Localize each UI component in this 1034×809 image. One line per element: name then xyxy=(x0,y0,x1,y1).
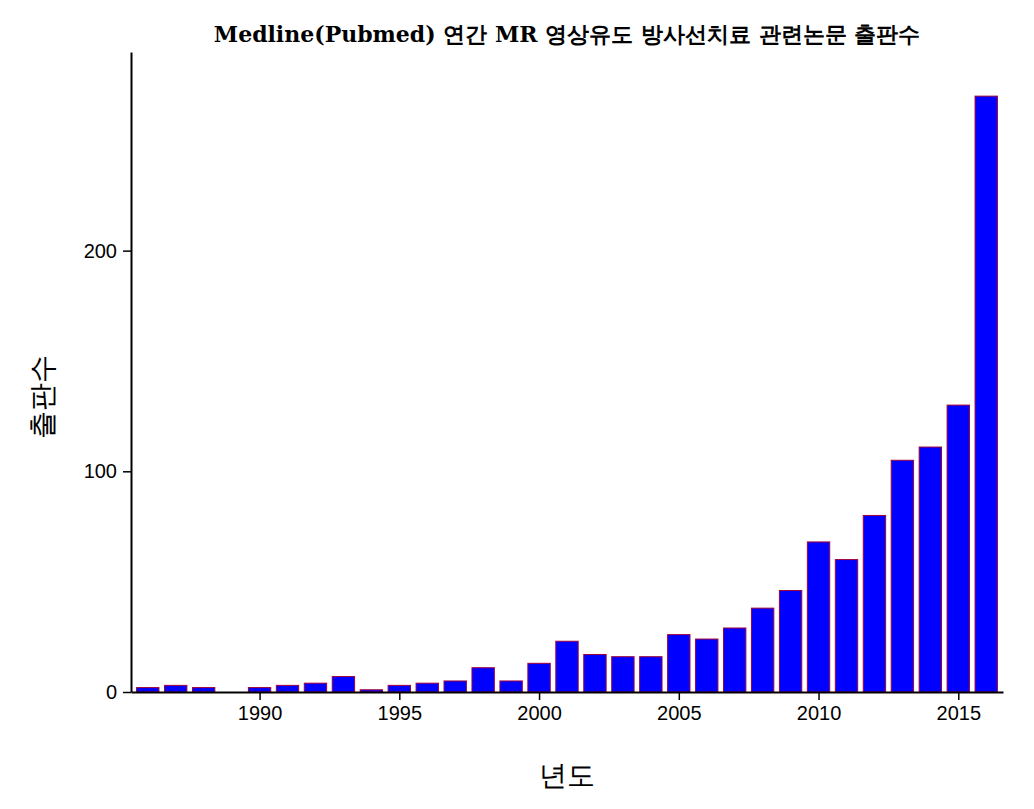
bar xyxy=(388,685,410,692)
x-tick-mark xyxy=(259,692,261,700)
bar xyxy=(724,628,746,692)
y-axis-line xyxy=(131,53,133,693)
bar xyxy=(304,683,326,692)
bar xyxy=(751,608,773,692)
bar xyxy=(863,515,885,692)
bar xyxy=(668,635,690,692)
title: Medline(Pubmed) 연간 MR 영상유도 방사선치료 관련논문 출판… xyxy=(214,21,920,47)
x-tick-mark xyxy=(818,692,820,700)
bar xyxy=(947,405,969,692)
x-tick-mark xyxy=(958,692,960,700)
bar xyxy=(332,677,354,692)
bar xyxy=(807,542,829,692)
x-axis-line xyxy=(132,692,1004,694)
y-tick-mark xyxy=(123,692,131,694)
bar xyxy=(612,657,634,692)
y-axis: 0 100 200 xyxy=(84,53,132,703)
x-tick: 1995 xyxy=(378,692,423,724)
chart: 1990 1995 2000 2005 2010 2015 0 100 200 Medline(P… xyxy=(0,0,1034,809)
x-tick: 2000 xyxy=(517,692,562,724)
bar xyxy=(919,447,941,692)
bar xyxy=(891,460,913,692)
x-tick: 1990 xyxy=(238,692,282,724)
bar xyxy=(276,685,298,692)
x-tick-label: 1995 xyxy=(378,702,423,724)
bar xyxy=(528,663,550,692)
x-tick: 2005 xyxy=(657,692,702,724)
bar xyxy=(779,590,801,692)
y-tick-label: 200 xyxy=(84,240,117,262)
x-tick: 2015 xyxy=(937,692,982,724)
y-tick: 100 xyxy=(84,460,131,482)
y-tick: 0 xyxy=(106,681,131,703)
x-tick-label: 2000 xyxy=(517,702,562,724)
bar xyxy=(556,641,578,692)
bar xyxy=(416,683,438,692)
bar xyxy=(500,681,522,692)
x-tick: 2010 xyxy=(797,692,842,724)
bar xyxy=(192,688,214,692)
bar xyxy=(248,688,270,692)
y-tick-label: 0 xyxy=(106,681,117,703)
plot: 1990 1995 2000 2005 2010 2015 0 100 200 xyxy=(84,53,1004,725)
x-tick-mark xyxy=(539,692,541,700)
x-tick-label: 2015 xyxy=(937,702,982,724)
x-tick-mark xyxy=(679,692,681,700)
x-tick-label: 1990 xyxy=(238,702,282,724)
x-tick-label: 2010 xyxy=(797,702,842,724)
x-axis-title: 년도 xyxy=(539,759,595,792)
bar xyxy=(696,639,718,692)
y-tick-label: 100 xyxy=(84,460,117,482)
x-tick-label: 2005 xyxy=(657,702,702,724)
y-tick-mark xyxy=(123,250,131,252)
y-tick: 200 xyxy=(84,240,131,262)
y-tick-mark xyxy=(123,471,131,473)
x-tick-mark xyxy=(399,692,401,700)
bar xyxy=(444,681,466,692)
bar xyxy=(975,96,997,692)
bar xyxy=(165,685,187,692)
bars xyxy=(137,96,998,692)
bar xyxy=(137,688,159,692)
bar xyxy=(472,668,494,692)
y-axis-title: 출판수 xyxy=(26,355,59,439)
bar xyxy=(584,654,606,692)
bar xyxy=(640,657,662,692)
x-axis: 1990 1995 2000 2005 2010 2015 xyxy=(132,692,1004,724)
bar xyxy=(835,560,857,692)
